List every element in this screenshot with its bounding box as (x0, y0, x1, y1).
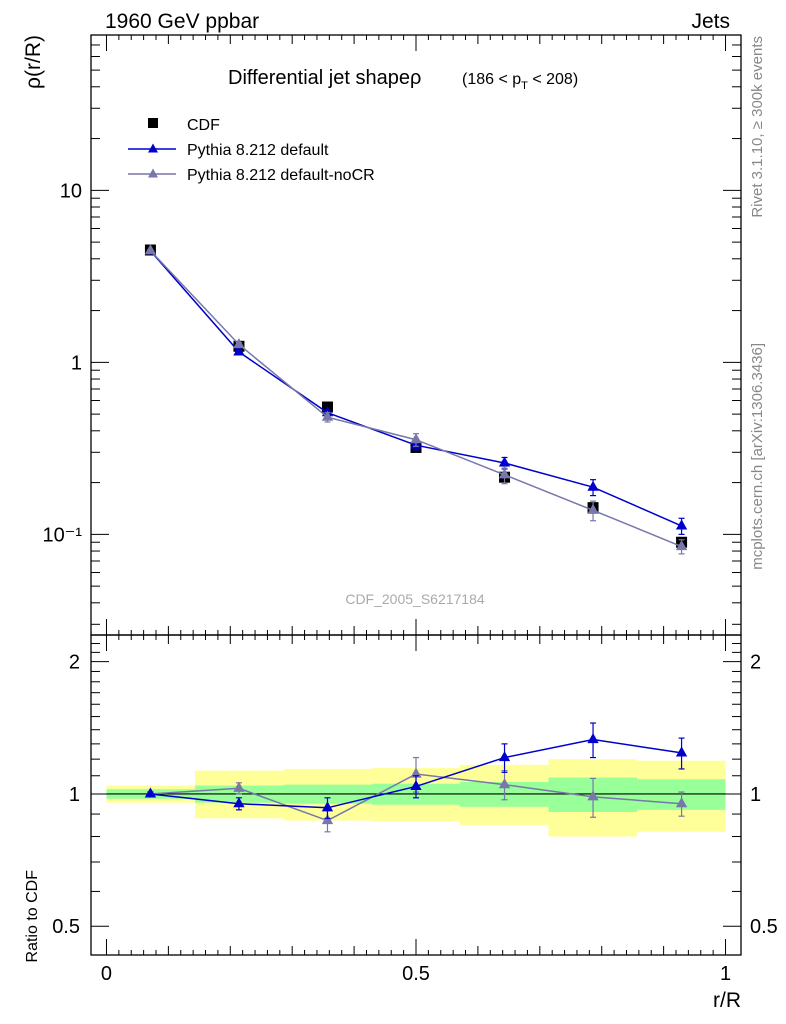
legend-marker-default (148, 143, 158, 153)
data-point-nocr (233, 337, 245, 349)
x-tick-label: 1 (720, 963, 731, 985)
data-point-default (498, 456, 511, 467)
legend-marker-cdf (148, 118, 158, 128)
data-point-ratio-nocr (410, 767, 422, 778)
header-left: 1960 GeV ppbar (105, 10, 259, 33)
legend-item-default: Pythia 8.212 default (128, 142, 329, 159)
ratio-y-tick-label: 2 (69, 652, 80, 674)
legend-label-nocr: Pythia 8.212 default-noCR (187, 167, 375, 184)
main-y-tick-label: 1 (71, 352, 82, 374)
side-label-mcplots: mcplots.cern.ch [arXiv:1306.3436] (749, 343, 766, 570)
data-point-ratio-default (587, 733, 599, 744)
legend-label-cdf: CDF (187, 117, 220, 134)
legend: CDF Pythia 8.212 default Pythia 8.212 de… (128, 117, 375, 184)
ratio-y-tick-label: 0.5 (52, 916, 80, 938)
data-point-nocr (410, 433, 422, 444)
legend-item-cdf: CDF (148, 117, 220, 134)
x-tick-label: 0.5 (402, 963, 430, 985)
x-axis-label: r/R (713, 989, 741, 1012)
chart-title-range: (186 < pT < 208) (462, 71, 578, 92)
data-point-ratio-nocr (233, 781, 245, 792)
data-point-ratio-default (675, 746, 688, 757)
data-point-nocr (321, 410, 334, 421)
chart-marks (144, 244, 688, 833)
watermark: CDF_2005_S6217184 (345, 591, 485, 607)
data-point-ratio-nocr (498, 778, 511, 789)
ratio-y-tick-label-right: 1 (750, 784, 761, 806)
data-point-default (233, 345, 245, 356)
data-point-default (587, 480, 599, 491)
data-point-ratio-nocr (321, 814, 334, 825)
data-point-default (675, 519, 688, 530)
chart-title-main: Differential jet shapeρ (228, 67, 421, 89)
main-y-tick-label: 10 (60, 180, 82, 202)
series-line-nocr (149, 250, 682, 548)
ratio-y-tick-label: 1 (69, 784, 80, 806)
data-point-ratio-nocr (587, 790, 599, 801)
data-point-nocr (587, 503, 599, 514)
data-point-nocr (498, 468, 511, 479)
legend-marker-nocr (148, 168, 158, 178)
main-y-label: ρ(r/R) (22, 35, 45, 89)
data-point-ratio-nocr (675, 797, 688, 808)
chart-title: Differential jet shapeρ (186 < pT < 208) (228, 67, 578, 92)
ratio-y-tick-label-right: 0.5 (750, 916, 778, 938)
data-point-nocr (675, 540, 688, 551)
series-line-default (149, 250, 682, 527)
legend-label-default: Pythia 8.212 default (187, 142, 329, 159)
legend-item-nocr: Pythia 8.212 default-noCR (128, 167, 375, 184)
data-point-ratio-default (410, 779, 422, 791)
data-point-ratio-default (233, 797, 245, 808)
data-point-ratio-default (144, 787, 157, 798)
chart-frames: 0 0.5 1 10 1 10⁻¹ 2 2 1 1 0.5 0.5 (43, 34, 778, 985)
data-point-ratio-default (498, 751, 511, 762)
header-right: Jets (691, 10, 730, 33)
main-y-tick-label: 10⁻¹ (43, 524, 83, 546)
ratio-y-label: Ratio to CDF (24, 870, 41, 963)
side-label-rivet: Rivet 3.1.10, ≥ 300k events (749, 36, 766, 218)
x-tick-label: 0 (101, 963, 112, 985)
ratio-y-tick-label-right: 2 (750, 652, 761, 674)
data-point-nocr (144, 244, 157, 255)
data-point-ratio-default (321, 801, 334, 812)
